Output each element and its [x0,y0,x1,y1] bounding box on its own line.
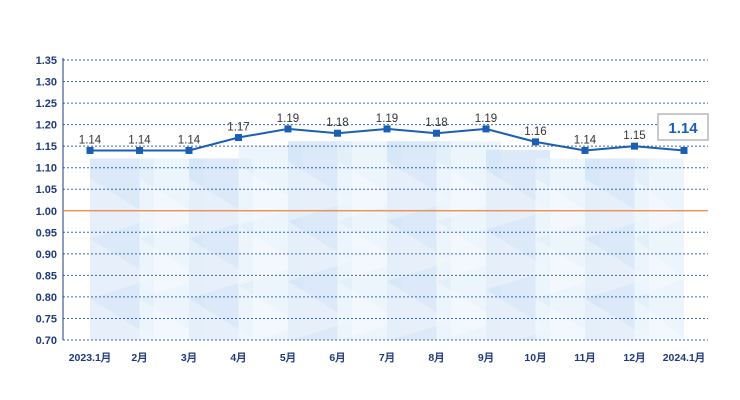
y-tick-label: 0.75 [36,313,57,325]
background-chevron [486,169,550,230]
data-point [334,129,341,137]
data-label: 1.18 [425,117,447,129]
x-tick-label: 11月 [574,352,596,364]
data-label: 1.16 [524,126,546,138]
y-tick-label: 1.15 [36,141,57,153]
callout-value: 1.14 [668,120,698,137]
x-tick-label: 12月 [623,352,645,364]
data-label: 1.14 [574,134,597,146]
y-tick-label: 0.90 [36,249,57,261]
background-chevron [139,178,204,239]
background-bands [90,141,684,359]
x-tick-label: 4月 [230,352,246,364]
background-chevron [238,225,303,286]
background-chevron [387,221,451,282]
background-chevron [288,161,352,222]
background-chevron [90,238,154,299]
data-label: 1.15 [623,130,645,142]
y-tick-label: 1.35 [36,55,57,67]
background-chevron [486,289,550,350]
series-markers [86,125,688,154]
data-point [383,125,391,133]
background-chevron [585,178,649,239]
x-tick-label: 2024.1月 [663,352,706,364]
background-chevron [337,161,402,222]
data-point [680,146,688,154]
background-chevron [288,281,352,342]
data-label: 1.14 [178,134,201,146]
background-chevron [90,298,154,359]
background-chevron [238,285,303,346]
background-chevron [90,178,154,239]
data-point [581,146,589,154]
data-label: 1.19 [277,113,299,125]
y-tick-label: 1.05 [36,184,57,196]
background-chevron [288,221,352,282]
y-tick-label: 1.25 [36,98,57,110]
y-tick-label: 0.85 [36,270,57,282]
data-point [631,142,638,150]
background-chevron [436,221,501,282]
data-label: 1.14 [128,134,151,146]
background-chevron [535,298,600,359]
callout-box [657,113,709,141]
data-point [532,138,539,146]
background-chevron [387,281,451,342]
data-point [136,146,143,154]
data-label: 1.14 [79,134,102,146]
data-labels: 1.14 1.14 1.14 1.17 1.19 1.18 1.19 1.18 1.19 1.16… [79,113,646,147]
background-chevron [634,238,684,299]
data-label: 1.19 [475,113,497,125]
y-tick-label: 0.80 [36,292,57,304]
background-chevron [337,221,402,282]
background-chevron [189,298,253,359]
y-tick-label: 1.00 [36,206,57,218]
x-tick-label: 5月 [280,352,296,364]
y-tick-label: 0.70 [36,335,57,347]
x-tick-label: 6月 [329,352,345,364]
background-chevron [337,281,402,342]
data-label: 1.17 [227,122,249,134]
background-chevron [189,178,253,239]
x-tick-label: 9月 [478,352,494,364]
x-tick-label: 3月 [181,352,197,364]
background-chevron [634,178,684,239]
x-tick-label: 2023.1月 [69,352,112,364]
data-point [185,146,193,154]
data-label: 1.19 [376,113,398,125]
data-point [86,146,94,154]
background-chevron [634,298,684,359]
data-label: 1.18 [326,117,348,129]
y-tick-label: 0.95 [36,227,57,239]
last-value-callout: 1.14 [657,113,709,141]
background-chevron [535,178,600,239]
background-chevron [387,161,451,222]
data-point [235,134,242,142]
background-chevron [436,281,501,342]
background-band [634,158,684,340]
x-axis-labels: 2023.1月 2月 3月 4月 5月 6月 7月 8月 9月 10月 11月 12月 2024.1月 [69,352,706,364]
background-chevron [585,298,649,359]
data-point [482,125,490,133]
x-tick-label: 10月 [524,352,546,364]
background-chevron [139,298,204,359]
background-chevron [486,229,550,290]
data-point [284,125,292,133]
x-tick-label: 2月 [131,352,147,364]
background-chevron [436,161,501,222]
x-tick-label: 7月 [379,352,395,364]
data-point [433,129,440,137]
y-tick-label: 1.20 [36,120,57,132]
y-tick-label: 1.10 [36,163,57,175]
x-tick-label: 8月 [428,352,444,364]
y-tick-label: 1.30 [36,77,57,89]
y-grid: 0.70 0.75 0.80 0.85 0.90 0.95 1.00 1.05 1.10 1.15… [36,55,708,347]
